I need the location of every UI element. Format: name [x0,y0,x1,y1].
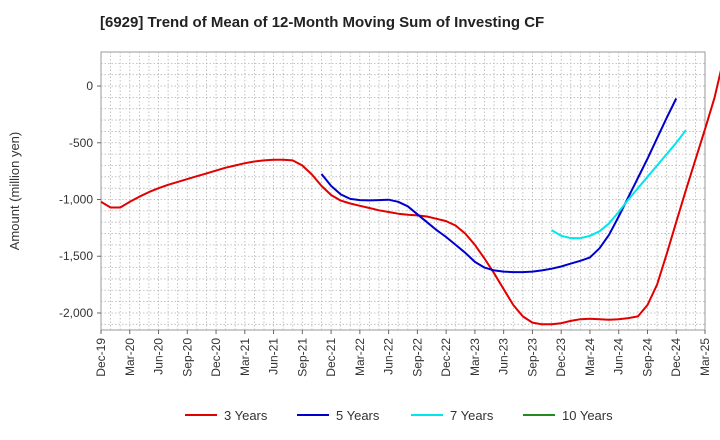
x-tick-label: Sep-22 [410,338,424,377]
legend-label-7-years: 7 Years [450,408,494,423]
series-line-5-years [320,98,678,274]
x-tick-label: Dec-24 [669,338,683,377]
y-tick-label: -1,500 [59,249,93,263]
plot-border [100,51,706,331]
x-tick-label: Mar-25 [698,338,712,376]
y-axis-label: Amount (million yen) [7,132,22,251]
x-tick-label: Sep-20 [180,338,194,377]
x-tick-label: Jun-21 [267,338,281,375]
y-tick-label: -2,000 [59,306,93,320]
x-tick-label: Mar-24 [583,338,597,376]
x-tick-label: Dec-22 [439,338,453,377]
y-tick-label: -1,000 [59,193,93,207]
y-tick-label: 0 [86,79,93,93]
x-tick-label: Mar-20 [123,338,137,376]
x-tick-label: Sep-23 [525,338,539,377]
legend-label-10-years: 10 Years [562,408,613,423]
x-tick-label: Jun-23 [497,338,511,375]
x-tick-label: Sep-24 [640,338,654,377]
y-tick-label: -500 [69,136,93,150]
x-tick-label: Dec-19 [94,338,108,377]
x-tick-label: Dec-20 [209,338,223,377]
x-tick-label: Jun-20 [152,338,166,375]
x-tick-label: Jun-24 [612,338,626,375]
x-tick-label: Sep-21 [295,338,309,377]
x-tick-label: Mar-23 [468,338,482,376]
x-tick-label: Jun-22 [382,338,396,375]
x-axis-ticks: Dec-19 Mar-20 Jun-20 Sep-20 Dec-20 Mar-21 Jun-… [94,330,712,377]
x-tick-label: Mar-21 [238,338,252,376]
grid-lines [101,52,705,330]
x-tick-label: Dec-21 [324,338,338,377]
plot-area [100,51,706,331]
series-lines [100,70,720,326]
chart-title: [6929] Trend of Mean of 12-Month Moving … [100,14,545,31]
series-line-3-years [100,70,720,326]
series-line-7-years [551,129,687,240]
legend-label-5-years: 5 Years [336,408,380,423]
legend: 3 Years 5 Years 7 Years 10 Years [185,408,613,423]
legend-label-3-years: 3 Years [224,408,268,423]
y-axis-ticks: 0 -500 -1,000 -1,500 -2,000 [59,79,101,320]
x-tick-label: Mar-22 [353,338,367,376]
x-tick-label: Dec-23 [554,338,568,377]
